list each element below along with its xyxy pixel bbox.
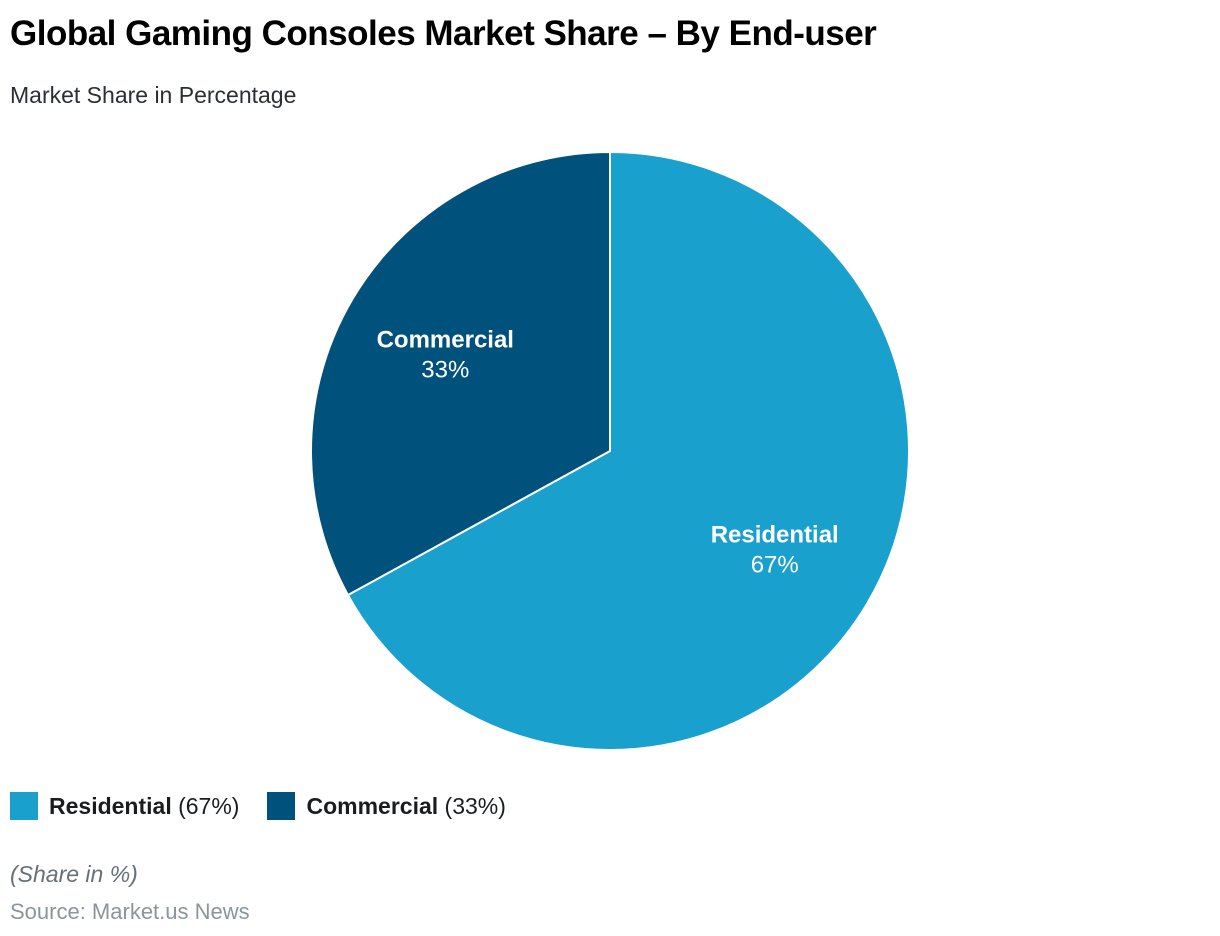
chart-note: (Share in %) [10,861,138,887]
chart-title: Global Gaming Consoles Market Share – By… [10,14,877,53]
legend-swatch-residential [10,792,38,820]
legend-label-residential: Residential (67%) [49,792,240,819]
slice-value-residential: 67% [751,551,799,578]
legend-item-commercial[interactable]: Commercial (33%) [267,792,506,820]
pie-slice-residential[interactable] [346,151,910,751]
pie-slice-commercial[interactable] [310,151,611,597]
slice-label-residential: Residential [711,521,839,548]
chart-source: Source: Market.us News [10,899,250,924]
chart-legend: Residential (67%) Commercial (33%) [10,792,506,820]
legend-label-commercial: Commercial (33%) [306,792,506,819]
slice-label-commercial: Commercial [377,327,514,354]
legend-swatch-commercial [267,792,296,820]
chart-subtitle: Market Share in Percentage [10,82,297,108]
slice-value-commercial: 33% [421,357,469,384]
legend-item-residential[interactable]: Residential (67%) [10,792,239,820]
